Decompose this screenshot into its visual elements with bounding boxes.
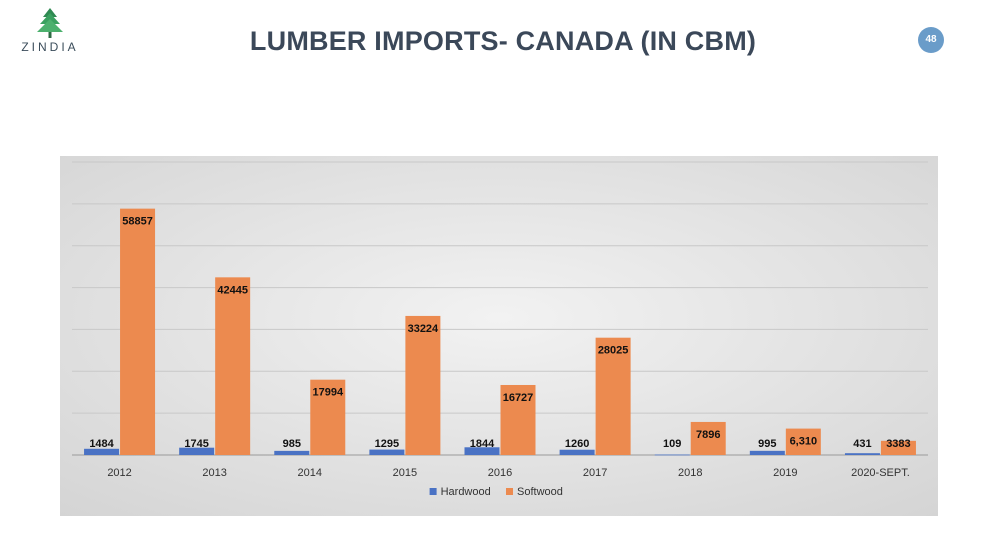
data-label: 1745 xyxy=(184,438,208,450)
data-label: 1484 xyxy=(89,438,114,450)
bar-hardwood-2017 xyxy=(559,449,595,455)
bar-hardwood-2016 xyxy=(464,447,500,455)
data-label: 42445 xyxy=(217,284,248,296)
bar-hardwood-2014 xyxy=(274,450,310,455)
legend-label-hardwood: Hardwood xyxy=(441,486,491,498)
data-label: 1260 xyxy=(565,438,589,450)
bar-softwood-2020-sept- xyxy=(880,440,916,455)
x-tick-label: 2015 xyxy=(393,467,417,479)
bar-softwood-2012 xyxy=(120,208,156,455)
x-tick-label: 2012 xyxy=(107,467,131,479)
bar-chart: 1484 58857 1745 42445 985 17994 1295 33224 1844 1… xyxy=(60,156,938,516)
bar-softwood-2014 xyxy=(310,379,346,455)
chart-panel: 1484 58857 1745 42445 985 17994 1295 33224 1844 1… xyxy=(60,156,938,516)
bar-hardwood-2018 xyxy=(654,454,690,456)
x-tick-label: 2016 xyxy=(488,467,512,479)
page-number-badge: 48 xyxy=(918,27,944,53)
bar-hardwood-2019 xyxy=(749,450,785,455)
legend-swatch-softwood xyxy=(506,488,513,495)
bar-hardwood-2013 xyxy=(179,447,215,455)
data-label: 3383 xyxy=(886,438,910,450)
bar-softwood-2019 xyxy=(785,428,821,455)
x-tick-label: 2018 xyxy=(678,467,702,479)
chart-background xyxy=(60,156,938,516)
x-tick-label: 2020-SEPT. xyxy=(851,467,910,479)
bar-hardwood-2015 xyxy=(369,449,405,455)
data-label: 995 xyxy=(758,438,776,450)
data-label: 985 xyxy=(283,438,301,450)
slide-title: LUMBER IMPORTS- CANADA (IN CBM) xyxy=(249,26,757,56)
data-label: 109 xyxy=(663,438,681,450)
bar-softwood-2013 xyxy=(215,277,251,455)
data-label: 1844 xyxy=(470,438,495,450)
data-label: 431 xyxy=(853,438,871,450)
pine-tree-icon xyxy=(37,8,63,38)
data-label: 33224 xyxy=(408,323,439,335)
logo-text: ZINDIA xyxy=(21,40,79,54)
data-label: 6,310 xyxy=(790,436,818,448)
legend-swatch-hardwood xyxy=(429,488,437,495)
x-tick-label: 2019 xyxy=(773,467,797,479)
bar-hardwood-2020-sept- xyxy=(844,453,880,455)
data-label: 17994 xyxy=(312,387,343,399)
bar-softwood-2016 xyxy=(500,384,536,455)
legend-label-softwood: Softwood xyxy=(517,486,563,498)
x-tick-label: 2014 xyxy=(298,467,322,479)
bar-softwood-2018 xyxy=(690,421,726,455)
bar-softwood-2017 xyxy=(595,337,631,455)
data-label: 1295 xyxy=(375,438,399,450)
data-label: 28025 xyxy=(598,345,629,357)
data-label: 16727 xyxy=(503,392,534,404)
x-tick-label: 2013 xyxy=(202,467,226,479)
x-tick-label: 2017 xyxy=(583,467,607,479)
data-label: 7896 xyxy=(696,429,720,441)
bar-softwood-2015 xyxy=(405,315,441,455)
data-label: 58857 xyxy=(122,216,153,228)
bar-hardwood-2012 xyxy=(84,448,120,455)
zindia-logo: ZINDIA xyxy=(14,6,86,54)
